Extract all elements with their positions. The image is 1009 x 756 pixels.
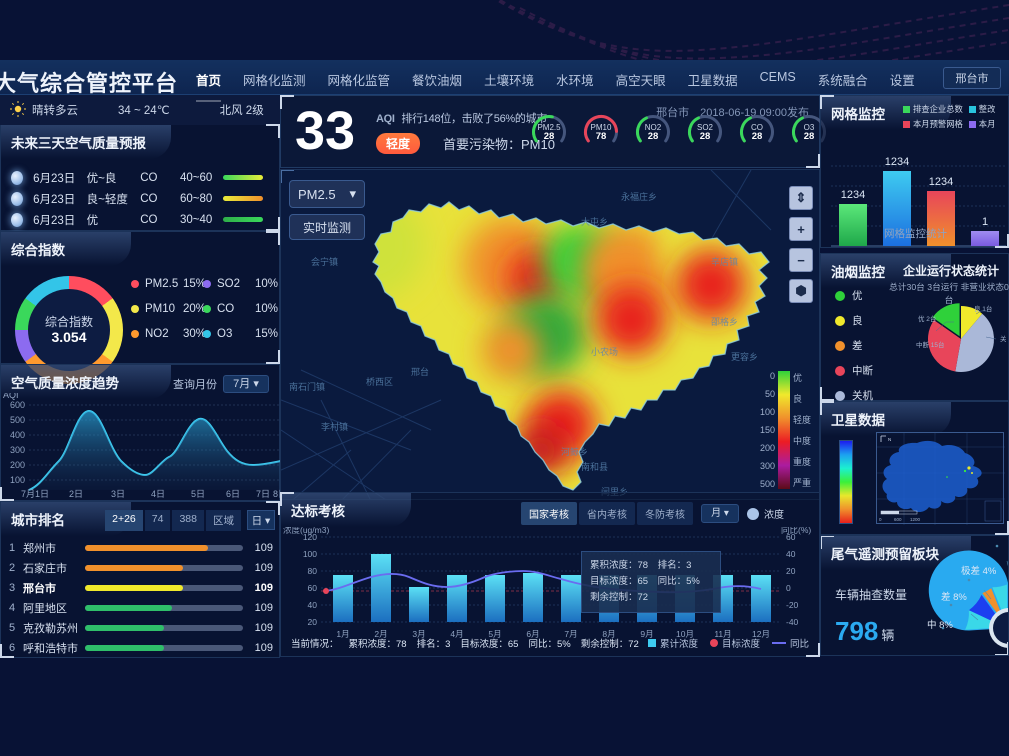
svg-text:400: 400 <box>10 430 25 440</box>
svg-text:良 1台: 良 1台 <box>974 304 992 313</box>
svg-text:南石门镇: 南石门镇 <box>289 381 325 392</box>
svg-text:辛店镇: 辛店镇 <box>711 256 738 267</box>
svg-text:6日: 6日 <box>226 489 240 499</box>
svg-text:7日: 7日 <box>256 489 270 499</box>
svg-text:300: 300 <box>10 445 25 455</box>
svg-text:5日: 5日 <box>191 489 205 499</box>
svg-text:桥西区: 桥西区 <box>366 376 393 387</box>
svg-text:会宁镇: 会宁镇 <box>311 256 338 267</box>
svg-text:100: 100 <box>10 475 25 485</box>
svg-text:1234: 1234 <box>841 189 865 201</box>
svg-text:80: 80 <box>308 566 318 576</box>
svg-text:浓度(ug/m3): 浓度(ug/m3) <box>283 527 329 535</box>
svg-text:-40: -40 <box>786 617 799 627</box>
svg-text:大屯乡: 大屯乡 <box>581 216 608 227</box>
svg-text:1234: 1234 <box>885 156 909 168</box>
svg-text:20: 20 <box>786 566 796 576</box>
svg-text:小农场: 小农场 <box>591 346 618 357</box>
svg-text:优 2台: 优 2台 <box>918 314 936 323</box>
svg-text:永福庄乡: 永福庄乡 <box>621 191 657 202</box>
svg-text:0: 0 <box>879 517 882 522</box>
svg-text:邵格乡: 邵格乡 <box>711 316 738 327</box>
svg-text:中断 15台: 中断 15台 <box>916 340 945 349</box>
svg-text:100: 100 <box>303 549 317 559</box>
svg-text:河鲸乡: 河鲸乡 <box>561 446 588 457</box>
svg-text:N: N <box>888 437 891 442</box>
svg-text:AQI: AQI <box>3 393 19 400</box>
svg-text:7月1日: 7月1日 <box>21 489 49 499</box>
svg-text:-20: -20 <box>786 600 799 610</box>
svg-text:1234: 1234 <box>929 176 953 188</box>
svg-text:同比(%): 同比(%) <box>781 527 811 535</box>
svg-text:邢台: 邢台 <box>411 366 429 377</box>
svg-text:关机: 关机 <box>1000 334 1006 343</box>
svg-text:南和县: 南和县 <box>581 461 608 472</box>
svg-text:500: 500 <box>10 415 25 425</box>
svg-text:40: 40 <box>786 549 796 559</box>
svg-text:600: 600 <box>10 400 25 410</box>
svg-text:差 8%: 差 8% <box>941 591 967 603</box>
svg-text:1200: 1200 <box>910 517 921 522</box>
svg-text:中 8%: 中 8% <box>927 619 953 631</box>
svg-text:4日: 4日 <box>151 489 165 499</box>
svg-text:40: 40 <box>308 600 318 610</box>
svg-text:极差 4%: 极差 4% <box>961 565 997 577</box>
svg-text:2日: 2日 <box>69 489 83 499</box>
svg-text:600: 600 <box>894 517 902 522</box>
svg-text:3日: 3日 <box>111 489 125 499</box>
svg-text:20: 20 <box>308 617 318 627</box>
svg-text:60: 60 <box>308 583 318 593</box>
svg-text:李村镇: 李村镇 <box>321 421 348 432</box>
svg-text:更容乡: 更容乡 <box>731 351 758 362</box>
svg-text:200: 200 <box>10 460 25 470</box>
svg-text:0: 0 <box>786 583 791 593</box>
